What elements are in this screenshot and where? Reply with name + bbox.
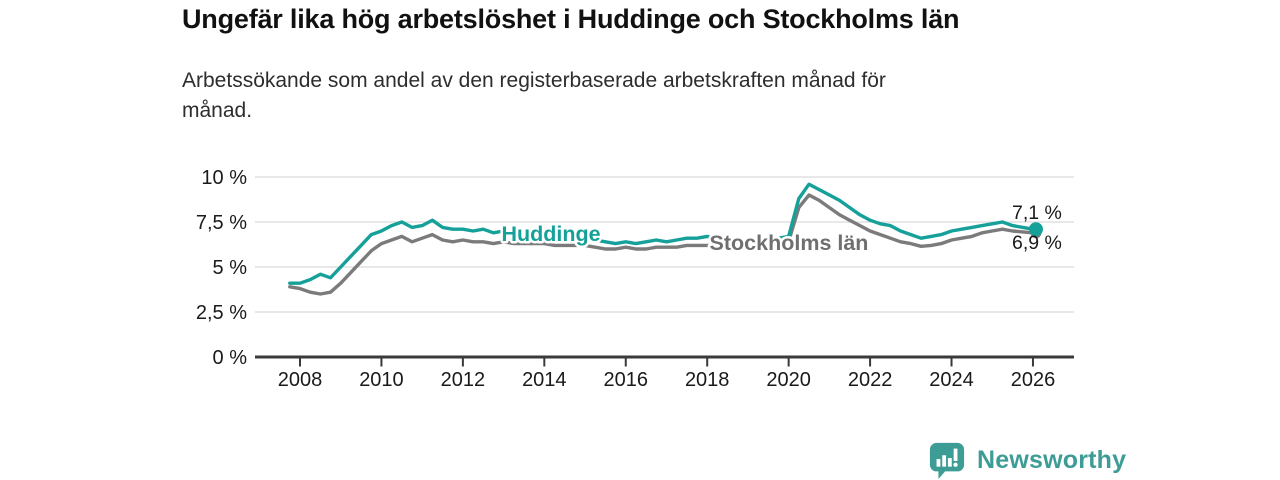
- series-line-huddinge: [288, 182, 1035, 285]
- chart-title: Ungefär lika hög arbetslöshet i Huddinge…: [182, 4, 960, 34]
- x-tick-label-2026: 2026: [1011, 369, 1056, 391]
- newsworthy-bar-chart-icon: [929, 442, 965, 479]
- x-tick-label-2020: 2020: [766, 369, 811, 391]
- y-tick-label-2: 5 %: [213, 257, 248, 279]
- x-tick-label-2018: 2018: [685, 369, 730, 391]
- x-tick-label-2016: 2016: [604, 369, 649, 391]
- x-tick-label-2008: 2008: [278, 369, 323, 391]
- x-tick-label-2024: 2024: [929, 369, 974, 391]
- x-tick-label-2014: 2014: [522, 369, 567, 391]
- end-value-label-huddinge: 7,1 %: [1012, 202, 1062, 224]
- x-tick-label-2010: 2010: [359, 369, 404, 391]
- y-tick-label-4: 10 %: [201, 167, 247, 189]
- x-tick-label-2012: 2012: [441, 369, 486, 391]
- x-tick-label-2022: 2022: [848, 369, 893, 391]
- y-tick-label-0: 0 %: [213, 347, 248, 369]
- series-end-dot-huddinge: [1028, 222, 1043, 237]
- y-tick-label-1: 2,5 %: [196, 302, 247, 324]
- subtitle-line-1: Arbetssökande som andel av den registerb…: [182, 69, 886, 92]
- series-label-stockholms-lan: Stockholms län: [710, 231, 869, 255]
- newsworthy-logo: Newsworthy: [928, 441, 1126, 479]
- series-label-huddinge: Huddinge: [501, 222, 600, 246]
- subtitle-line-2: månad.: [182, 99, 253, 122]
- series-line-stockholms-lan: [288, 193, 1035, 296]
- newsworthy-logo-text: Newsworthy: [977, 445, 1127, 474]
- chart-subtitle: Arbetssökande som andel av den registerb…: [182, 66, 886, 126]
- y-tick-label-3: 7,5 %: [196, 212, 247, 234]
- end-value-label-stockholms-lan: 6,9 %: [1012, 232, 1062, 254]
